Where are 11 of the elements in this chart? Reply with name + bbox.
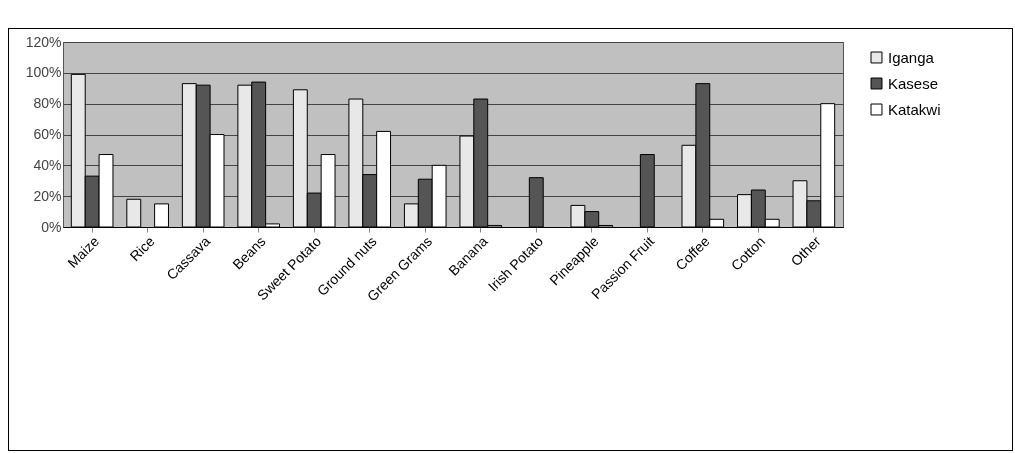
y-tick-label: 40% <box>33 156 62 173</box>
y-tick-label: 120% <box>25 33 62 50</box>
y-tick-label: 20% <box>33 187 62 204</box>
y-tick-label: 60% <box>33 126 62 142</box>
y-tick-label: 0% <box>41 218 62 235</box>
legend-label: Iganga <box>888 48 935 66</box>
y-tick-label: 100% <box>25 64 62 81</box>
legend-label: Kasese <box>888 74 939 92</box>
legend-label: Katakwi <box>888 100 941 118</box>
x-tick-label: Rice <box>126 232 158 265</box>
y-tick-label: 80% <box>33 95 62 112</box>
